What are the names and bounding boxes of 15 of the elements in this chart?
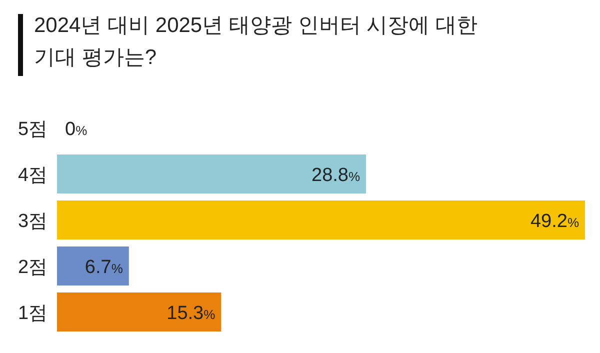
bar <box>57 292 222 332</box>
y-tick-label: 4점 <box>18 165 48 186</box>
data-label: 15.3% <box>166 303 216 324</box>
bar <box>57 154 366 194</box>
data-label: 6.7% <box>84 257 124 278</box>
data-label: 28.8% <box>312 165 361 186</box>
bar <box>57 246 129 286</box>
y-tick-label: 1점 <box>18 303 48 324</box>
y-tick-label: 5점 <box>18 119 48 140</box>
chart-title: 2024년 대비 2025년 태양광 인버터 시장에 대한 기대 평가는? <box>34 13 478 71</box>
data-label: 49.2% <box>530 211 580 232</box>
data-label: 0% <box>65 119 88 140</box>
bar <box>57 200 585 240</box>
y-tick-label: 3점 <box>18 211 48 232</box>
y-tick-label: 2점 <box>18 257 48 278</box>
